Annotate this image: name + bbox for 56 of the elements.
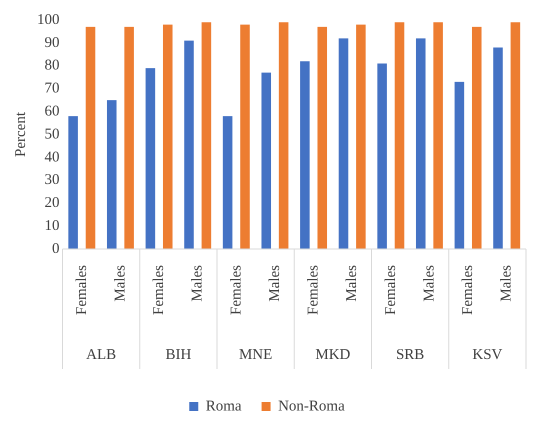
bar [317,26,328,249]
bar [86,26,96,249]
x-tick-label: Females [306,264,322,315]
bar [472,26,482,249]
bar [240,24,250,249]
text: MKD [315,346,351,363]
y-tick-label: 10 [44,218,60,234]
bar [68,116,78,249]
bar [184,40,194,249]
y-tick-label: 30 [44,172,60,188]
y-tick-label: 50 [44,126,60,142]
x-tick-label: Females [151,264,167,315]
bar [261,72,272,249]
text: ALB [86,346,116,363]
bar [416,38,426,249]
x-tick-label: Females [382,264,399,315]
bar [300,61,310,249]
y-tick-label: 70 [44,80,60,97]
bar [222,116,232,249]
x-tick-label: Males [112,264,128,302]
y-tick-label: 20 [44,195,60,212]
bar [510,22,520,249]
bar [106,100,117,249]
x-tick-label: Males [498,264,515,302]
y-tick-label: 60 [44,104,60,120]
bar [356,24,366,249]
bar [493,47,503,249]
bar [454,82,464,249]
x-tick-label: Males [266,264,283,302]
x-tick-label: Males [421,264,438,302]
bar [377,64,387,249]
bar [394,22,404,249]
legend-label: Roma [206,398,242,414]
bar [433,22,443,249]
y-tick-label: 40 [44,149,60,166]
bar [338,38,348,249]
x-tick-label: Females [228,264,244,315]
y-tick-label: 90 [44,34,60,51]
x-tick-label: Females [74,264,90,315]
text: SRB [396,346,424,363]
x-tick-label: Males [190,264,206,302]
bar [146,68,156,249]
bar [162,24,173,249]
text: BIH [165,346,192,363]
legend-label: Non-Roma [278,398,346,414]
bar [202,22,212,249]
y-tick-label: 0 [52,240,60,257]
y-axis-title: Percent [12,111,29,157]
x-tick-label: Females [460,264,476,315]
bar [278,22,288,249]
bar [124,26,134,249]
y-tick-label: 100 [37,12,60,28]
text: KSV [472,346,503,363]
x-tick-label: Males [344,264,360,302]
y-tick-label: 80 [44,58,60,74]
text: MNE [238,346,272,363]
